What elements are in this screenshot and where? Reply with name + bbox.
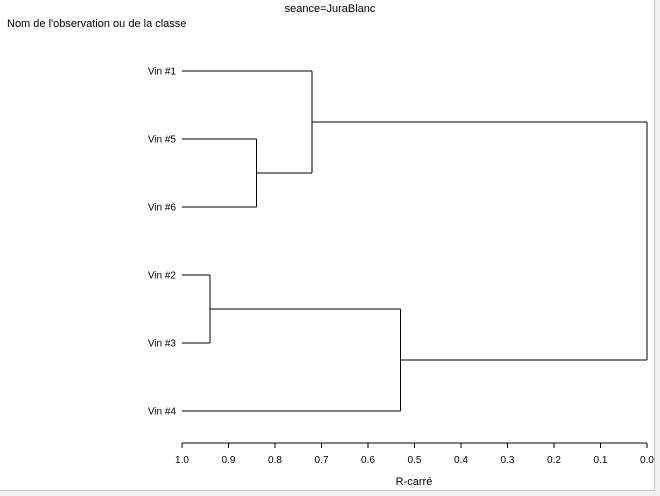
chart-title: seance=JuraBlanc: [285, 3, 376, 15]
y-axis-title: Nom de l'observation ou de la classe: [7, 18, 186, 30]
x-tick-label: 0.5: [408, 455, 422, 466]
x-tick-label: 0.4: [454, 455, 468, 466]
x-axis: 1.0 0.9 0.8 0.7 0.6 0.5 0.4 0.3 0.2 0.1 0.0: [175, 442, 654, 466]
x-tick-label: 0.1: [594, 455, 608, 466]
dendrogram-links: [182, 70, 648, 412]
leaf-label: Vin #6: [148, 203, 177, 214]
x-tick-label: 1.0: [175, 455, 189, 466]
leaf-label: Vin #1: [148, 67, 177, 78]
x-tick-label: 0.2: [547, 455, 561, 466]
x-tick-label: 0.9: [222, 455, 236, 466]
leaf-labels: Vin #1 Vin #5 Vin #6 Vin #2 Vin #3 Vin #4: [148, 67, 177, 418]
dendrogram-chart: seance=JuraBlanc Nom de l'observation ou…: [7, 3, 654, 488]
leaf-label: Vin #3: [148, 339, 177, 350]
x-axis-title: R-carré: [396, 476, 433, 488]
x-tick-label: 0.7: [315, 455, 329, 466]
x-tick-label: 0.8: [268, 455, 282, 466]
leaf-label: Vin #4: [148, 407, 177, 418]
leaf-label: Vin #5: [148, 135, 177, 146]
x-tick-label: 0.0: [640, 455, 654, 466]
x-tick-label: 0.3: [501, 455, 515, 466]
x-tick-label: 0.6: [361, 455, 375, 466]
leaf-label: Vin #2: [148, 271, 177, 282]
